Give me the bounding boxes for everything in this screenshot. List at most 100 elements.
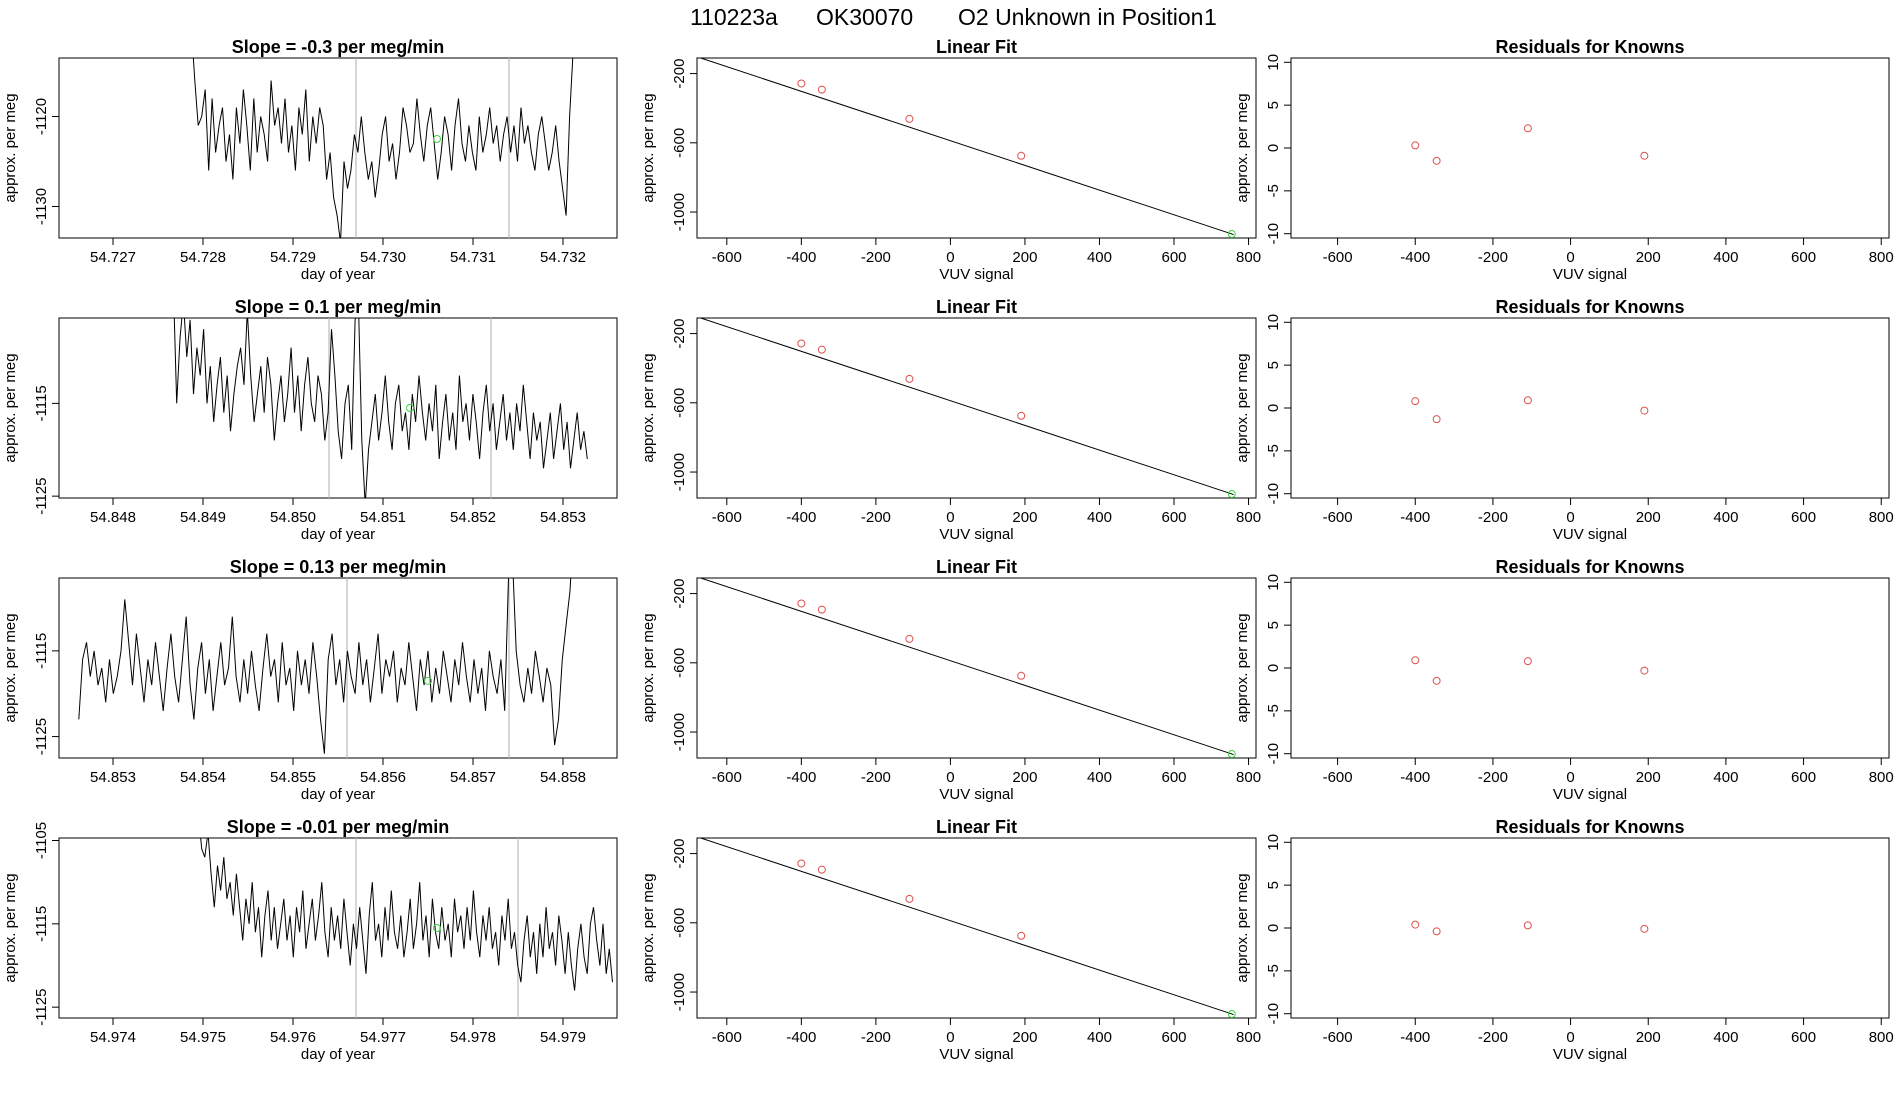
plot-area <box>700 58 1236 238</box>
x-tick-label: 54.728 <box>180 249 226 266</box>
panel-title: Linear Fit <box>936 557 1017 577</box>
fit-line <box>700 318 1234 496</box>
y-axis-label: approx. per meg <box>640 613 657 722</box>
y-tick-label: -1120 <box>33 98 50 135</box>
known-point <box>905 114 914 123</box>
y-tick-label: -1125 <box>33 478 50 515</box>
x-tick-label: 54.853 <box>540 509 586 526</box>
y-tick-label: 5 <box>1265 101 1282 109</box>
x-tick-label: -200 <box>861 249 891 266</box>
known-point <box>817 345 826 354</box>
x-tick-label: -400 <box>1400 1029 1430 1046</box>
known-point <box>797 339 806 348</box>
x-tick-label: -600 <box>712 249 742 266</box>
residuals-panel-2: Residuals for Knowns -600 -400 -200 0 200 400 6… <box>1234 297 1894 543</box>
known-point <box>1017 411 1026 420</box>
plot-area <box>192 58 574 238</box>
panel-title: Linear Fit <box>936 817 1017 837</box>
y-tick-label: -10 <box>1265 223 1282 245</box>
x-tick-label: -400 <box>786 249 816 266</box>
x-tick-label: 0 <box>1566 769 1574 786</box>
linear_fit-panel-2: Linear Fit -600 -400 -200 0 200 400 600 800 -200 -… <box>640 297 1261 543</box>
plot-area <box>1411 920 1649 936</box>
residuals-panel-4: Residuals for Knowns -600 -400 -200 0 200 400 6… <box>1234 817 1894 1063</box>
plot-frame <box>58 577 618 759</box>
x-tick-label: 54.855 <box>270 769 316 786</box>
x-tick-label: 400 <box>1713 249 1738 266</box>
y-tick-label: -200 <box>671 839 688 869</box>
residual-point <box>1640 151 1649 160</box>
x-axis-label: VUV signal <box>1553 1046 1627 1063</box>
x-tick-label: 0 <box>946 769 954 786</box>
y-tick-label: 10 <box>1265 314 1282 331</box>
x-tick-label: 600 <box>1791 509 1816 526</box>
y-tick-label: -600 <box>671 648 688 678</box>
fit-line <box>700 578 1234 756</box>
y-tick-label: 5 <box>1265 361 1282 369</box>
unknown-point <box>433 135 441 143</box>
residual-point <box>1432 676 1441 685</box>
panel-title: Slope = -0.3 per meg/min <box>232 37 445 57</box>
y-tick-label: -1105 <box>33 822 50 859</box>
panel-title: Slope = 0.1 per meg/min <box>235 297 442 317</box>
x-tick-label: 400 <box>1087 509 1112 526</box>
y-tick-label: 10 <box>1265 834 1282 851</box>
x-tick-label: -600 <box>1323 769 1353 786</box>
x-tick-label: 600 <box>1791 249 1816 266</box>
x-tick-label: 600 <box>1161 509 1186 526</box>
x-axis-label: VUV signal <box>1553 786 1627 803</box>
y-tick-label: 0 <box>1265 404 1282 412</box>
y-tick-label: -200 <box>671 319 688 349</box>
panel-title: Linear Fit <box>936 37 1017 57</box>
residual-point <box>1411 397 1420 406</box>
x-tick-label: -200 <box>861 769 891 786</box>
panel-title: Residuals for Knowns <box>1495 817 1684 837</box>
unknown-point <box>406 404 414 412</box>
residual-point <box>1523 921 1532 930</box>
x-tick-label: 54.978 <box>450 1029 496 1046</box>
x-tick-label: 400 <box>1087 249 1112 266</box>
x-tick-label: 600 <box>1791 769 1816 786</box>
y-axis-label: approx. per meg <box>640 93 657 202</box>
residual-point <box>1432 156 1441 165</box>
y-axis-label: approx. per meg <box>2 93 19 202</box>
y-tick-label: 10 <box>1265 574 1282 591</box>
x-tick-label: -400 <box>786 509 816 526</box>
x-tick-label: 54.732 <box>540 249 586 266</box>
x-axis-label: day of year <box>301 786 375 803</box>
x-tick-label: 54.731 <box>450 249 496 266</box>
plot-frame <box>1290 317 1890 499</box>
x-tick-label: 54.849 <box>180 509 226 526</box>
plot-area <box>200 838 613 1018</box>
residual-point <box>1523 657 1532 666</box>
known-point <box>817 85 826 94</box>
plot-frame <box>1290 837 1890 1019</box>
unknown-point <box>1227 230 1236 238</box>
y-tick-label: -1115 <box>33 906 50 942</box>
y-tick-label: -1125 <box>33 718 50 755</box>
x-axis-label: day of year <box>301 1046 375 1063</box>
y-tick-label: -1000 <box>671 713 688 751</box>
x-axis-label: VUV signal <box>1553 266 1627 283</box>
x-tick-label: -200 <box>861 509 891 526</box>
x-tick-label: 54.856 <box>360 769 406 786</box>
panel-title: Residuals for Knowns <box>1495 557 1684 577</box>
x-tick-label: 800 <box>1869 1029 1894 1046</box>
x-tick-label: -200 <box>1478 509 1508 526</box>
y-tick-label: -10 <box>1265 743 1282 765</box>
plot-area <box>700 578 1236 758</box>
x-tick-label: 800 <box>1236 249 1261 266</box>
known-point <box>797 859 806 868</box>
residual-point <box>1411 141 1420 150</box>
signal-series-line <box>173 318 588 498</box>
known-point <box>797 79 806 88</box>
x-tick-label: 200 <box>1012 1029 1037 1046</box>
x-tick-label: 54.858 <box>540 769 586 786</box>
plot-area <box>1411 396 1649 424</box>
y-tick-label: 5 <box>1265 621 1282 629</box>
known-point <box>905 894 914 903</box>
y-tick-label: -200 <box>671 59 688 89</box>
plot-area <box>700 838 1236 1018</box>
unknown-point <box>1227 750 1236 758</box>
x-tick-label: -200 <box>1478 249 1508 266</box>
